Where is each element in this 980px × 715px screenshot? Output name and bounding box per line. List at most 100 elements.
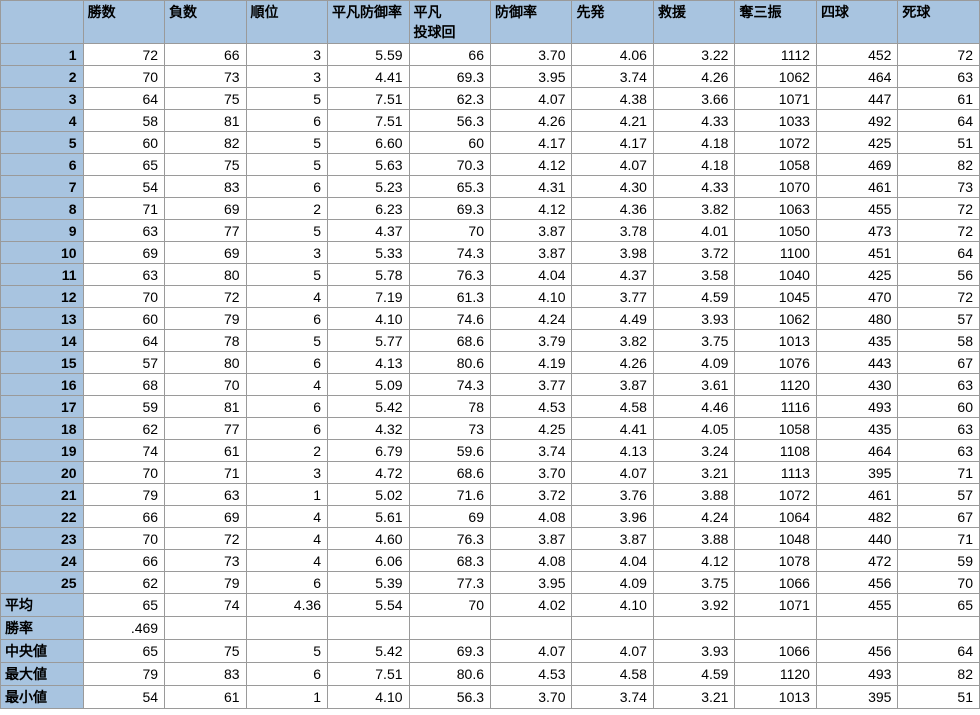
table-row: 6657555.6370.34.124.074.18105846982: [1, 154, 980, 176]
cell: 4.04: [491, 264, 572, 286]
cell: 5.42: [328, 640, 409, 663]
cell: [653, 617, 734, 640]
cell: 5.42: [328, 396, 409, 418]
cell: 3.74: [572, 66, 653, 88]
cell: 69.3: [409, 66, 490, 88]
table-row: 5608256.60604.174.174.18107242551: [1, 132, 980, 154]
cell: 4.41: [572, 418, 653, 440]
cell: 1120: [735, 663, 816, 686]
cell: 3.24: [653, 440, 734, 462]
cell: 69: [165, 506, 246, 528]
cell: 3.96: [572, 506, 653, 528]
cell: 66: [409, 44, 490, 66]
cell: 70: [83, 66, 164, 88]
table-row: 中央値657555.4269.34.074.073.93106645664: [1, 640, 980, 663]
cell: 4.13: [572, 440, 653, 462]
cell: 1113: [735, 462, 816, 484]
cell: 6: [246, 352, 327, 374]
cell: 5.39: [328, 572, 409, 594]
cell: 6: [246, 572, 327, 594]
cell: 73: [165, 550, 246, 572]
cell: 4.60: [328, 528, 409, 550]
cell: 3.70: [491, 462, 572, 484]
cell: 3.87: [572, 374, 653, 396]
cell: 74: [165, 594, 246, 617]
cell: 3.21: [653, 462, 734, 484]
cell: 63: [83, 220, 164, 242]
cell: 3.21: [653, 686, 734, 709]
stats-table: 勝数 負数 順位 平凡防御率 平凡投球回 防御率 先発 救援 奪三振 四球 死球…: [0, 0, 980, 709]
cell: 4.26: [572, 352, 653, 374]
cell: 5.59: [328, 44, 409, 66]
cell: 6.79: [328, 440, 409, 462]
cell: 430: [816, 374, 897, 396]
row-header: 22: [1, 506, 84, 528]
table-row: 16687045.0974.33.773.873.61112043063: [1, 374, 980, 396]
cell: 75: [165, 88, 246, 110]
cell: 4.41: [328, 66, 409, 88]
cell: 66: [83, 550, 164, 572]
cell: 70: [409, 594, 490, 617]
cell: 69: [409, 506, 490, 528]
cell: 76.3: [409, 528, 490, 550]
cell: 64: [83, 330, 164, 352]
cell: 1078: [735, 550, 816, 572]
cell: 79: [165, 572, 246, 594]
corner-cell: [1, 1, 84, 44]
cell: 1: [246, 484, 327, 506]
cell: 70.3: [409, 154, 490, 176]
row-header: 14: [1, 330, 84, 352]
cell: 7.51: [328, 88, 409, 110]
cell: 82: [898, 154, 980, 176]
cell: 4.24: [653, 506, 734, 528]
col-header: 順位: [246, 1, 327, 44]
cell: 3.76: [572, 484, 653, 506]
cell: 3.70: [491, 686, 572, 709]
cell: 493: [816, 396, 897, 418]
row-header: 24: [1, 550, 84, 572]
cell: 482: [816, 506, 897, 528]
table-row: 11638055.7876.34.044.373.58104042556: [1, 264, 980, 286]
cell: 72: [898, 44, 980, 66]
cell: 69: [165, 242, 246, 264]
cell: 3.92: [653, 594, 734, 617]
table-row: 10696935.3374.33.873.983.72110045164: [1, 242, 980, 264]
cell: 4.10: [328, 308, 409, 330]
cell: 64: [898, 242, 980, 264]
cell: 4.17: [491, 132, 572, 154]
cell: 1071: [735, 88, 816, 110]
cell: 81: [165, 396, 246, 418]
table-row: 23707244.6076.33.873.873.88104844071: [1, 528, 980, 550]
row-header: 1: [1, 44, 84, 66]
row-header: 11: [1, 264, 84, 286]
cell: 4.08: [491, 506, 572, 528]
cell: 4.07: [491, 88, 572, 110]
row-header: 3: [1, 88, 84, 110]
table-row: 1726635.59663.704.063.22111245272: [1, 44, 980, 66]
cell: 80: [165, 352, 246, 374]
cell: 80: [165, 264, 246, 286]
cell: 6.23: [328, 198, 409, 220]
cell: 1100: [735, 242, 816, 264]
cell: 61: [898, 88, 980, 110]
cell: 3.78: [572, 220, 653, 242]
cell: 59.6: [409, 440, 490, 462]
cell: 68.3: [409, 550, 490, 572]
cell: 3.77: [491, 374, 572, 396]
cell: 5.78: [328, 264, 409, 286]
cell: 4: [246, 550, 327, 572]
table-row: 8716926.2369.34.124.363.82106345572: [1, 198, 980, 220]
table-row: 平均65744.365.54704.024.103.92107145565: [1, 594, 980, 617]
cell: 73: [165, 66, 246, 88]
cell: 6: [246, 110, 327, 132]
cell: 57: [83, 352, 164, 374]
cell: 74: [83, 440, 164, 462]
cell: 4.04: [572, 550, 653, 572]
cell: 456: [816, 640, 897, 663]
row-header: 4: [1, 110, 84, 132]
cell: 5: [246, 640, 327, 663]
cell: [328, 617, 409, 640]
cell: 3.98: [572, 242, 653, 264]
cell: 4: [246, 286, 327, 308]
cell: 62: [83, 572, 164, 594]
